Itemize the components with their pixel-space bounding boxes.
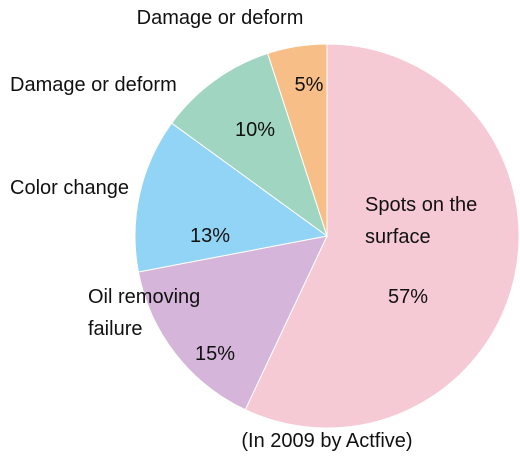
value-label: 57% [387, 286, 429, 308]
slice-label: Damage or deform [10, 74, 177, 96]
slice-label: Oil removing failure [88, 286, 201, 340]
pie-slice [134, 122, 329, 273]
slice-label: Damage or deform [136, 7, 304, 29]
value-label: 10% [234, 119, 276, 141]
pie-slice [170, 52, 328, 238]
pie-slice [137, 235, 328, 411]
pie-slice [244, 43, 520, 429]
pie-slice [267, 43, 328, 237]
value-label: 15% [194, 343, 236, 365]
slice-label: Spots on the surface [365, 194, 478, 248]
caption: (In 2009 by Actfive) [241, 430, 413, 452]
value-label: 5% [294, 74, 324, 96]
value-label: 13% [189, 225, 231, 247]
slice-label: Color change [10, 177, 129, 199]
